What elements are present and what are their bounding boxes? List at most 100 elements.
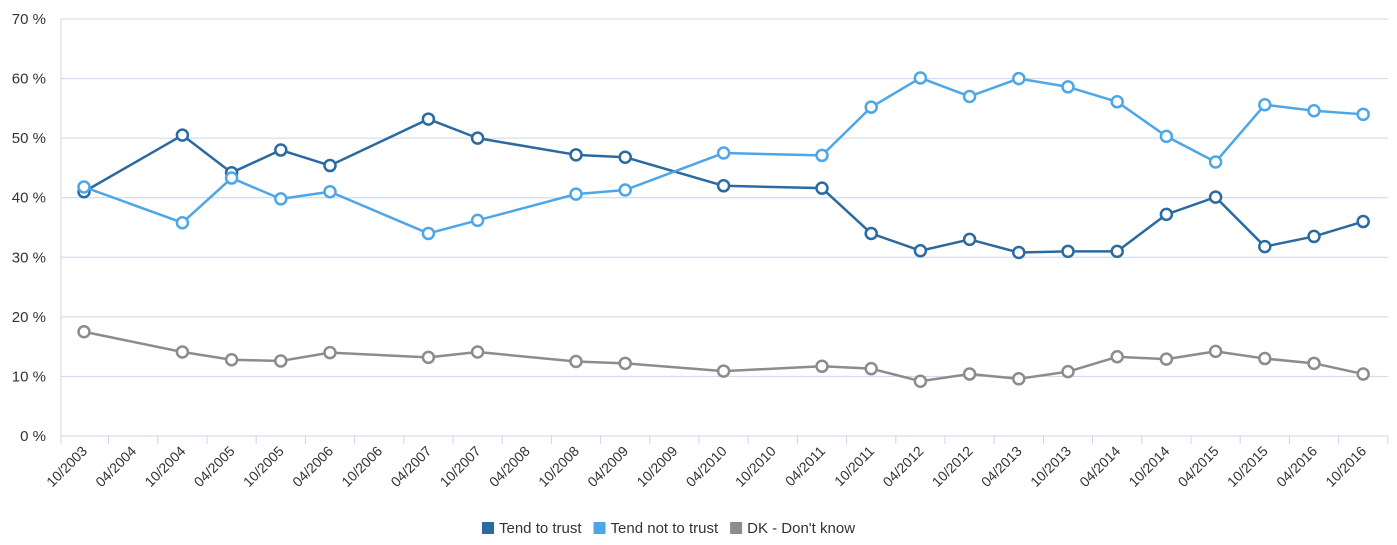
data-point[interactable] [1258, 239, 1272, 254]
data-point[interactable] [274, 143, 288, 157]
x-tick-label: 04/2004 [92, 443, 139, 490]
x-tick-label: 04/2006 [289, 443, 336, 490]
data-point[interactable] [1159, 207, 1174, 222]
data-point[interactable] [569, 354, 583, 369]
data-point[interactable] [815, 148, 829, 163]
data-point[interactable] [1307, 103, 1321, 118]
data-point[interactable] [618, 183, 632, 197]
series-2 [77, 325, 1370, 388]
legend-item-0[interactable]: Tend to trust [482, 520, 582, 537]
data-point[interactable] [175, 128, 190, 142]
x-tick-label: 10/2008 [535, 443, 582, 490]
x-tick-label: 10/2013 [1027, 443, 1074, 490]
y-tick-label: 10 % [12, 368, 46, 385]
data-point[interactable] [716, 364, 731, 378]
data-point[interactable] [274, 354, 288, 368]
data-point[interactable] [224, 171, 239, 185]
data-point[interactable] [421, 350, 436, 365]
data-point[interactable] [1208, 155, 1223, 169]
data-point[interactable] [913, 71, 928, 85]
data-point[interactable] [1061, 80, 1075, 94]
series-layer [77, 71, 1370, 388]
y-tick-label: 30 % [12, 249, 46, 266]
data-point[interactable] [716, 179, 731, 193]
y-tick-label: 70 % [12, 11, 46, 28]
data-point[interactable] [175, 345, 190, 359]
data-point[interactable] [864, 361, 878, 376]
x-tick-label: 10/2011 [831, 443, 878, 490]
data-point[interactable] [470, 131, 485, 145]
x-tick-label: 04/2015 [1175, 443, 1222, 490]
data-point[interactable] [1356, 367, 1370, 381]
data-point[interactable] [618, 150, 632, 164]
data-point[interactable] [421, 112, 436, 126]
data-point[interactable] [1012, 372, 1026, 386]
y-axis: 0 % 10 % 20 % 30 % 40 % 50 % 60 % 70 % [12, 11, 62, 445]
data-point[interactable] [1110, 244, 1124, 259]
data-point[interactable] [569, 187, 583, 201]
data-point[interactable] [1356, 107, 1370, 122]
data-point[interactable] [274, 192, 288, 206]
series-line [83, 330, 1364, 383]
series-0 [77, 112, 1370, 260]
x-tick-label: 10/2015 [1224, 443, 1271, 490]
data-point[interactable] [77, 180, 91, 194]
data-point[interactable] [716, 146, 731, 160]
data-point[interactable] [470, 213, 485, 228]
data-point[interactable] [864, 100, 878, 114]
data-point[interactable] [815, 181, 829, 195]
x-tick-label: 10/2012 [929, 443, 976, 490]
legend-label: Tend not to trust [611, 520, 719, 537]
data-point[interactable] [1061, 244, 1075, 259]
data-point[interactable] [323, 345, 337, 360]
data-point[interactable] [1208, 344, 1223, 359]
x-tick-label: 04/2009 [584, 443, 631, 490]
data-point[interactable] [1110, 95, 1124, 109]
x-tick-label: 04/2005 [191, 443, 238, 490]
legend-item-2[interactable]: DK - Don't know [730, 520, 855, 537]
data-point[interactable] [569, 148, 583, 162]
data-point[interactable] [618, 356, 632, 371]
data-point[interactable] [1307, 356, 1321, 371]
x-tick-label: 10/2007 [437, 443, 484, 490]
data-point[interactable] [77, 325, 91, 339]
data-point[interactable] [1208, 190, 1223, 204]
data-point[interactable] [1061, 364, 1075, 379]
data-point[interactable] [1258, 98, 1272, 112]
data-point[interactable] [470, 345, 485, 359]
data-point[interactable] [1012, 245, 1026, 260]
data-point[interactable] [1307, 229, 1321, 244]
x-tick-label: 04/2013 [978, 443, 1025, 490]
legend-item-1[interactable]: Tend not to trust [593, 520, 719, 537]
data-point[interactable] [1159, 352, 1174, 366]
data-point[interactable] [421, 226, 436, 241]
data-point[interactable] [913, 243, 928, 258]
data-point[interactable] [1356, 214, 1370, 229]
x-tick-label: 04/2010 [683, 443, 730, 490]
data-point[interactable] [1258, 351, 1272, 366]
x-tick-label: 10/2010 [732, 443, 779, 490]
data-point[interactable] [962, 89, 977, 104]
data-point[interactable] [962, 232, 977, 247]
data-point[interactable] [323, 185, 337, 199]
x-tick-label: 10/2005 [240, 443, 287, 490]
x-tick-label: 10/2006 [338, 443, 385, 490]
legend-swatch [593, 522, 606, 534]
data-point[interactable] [962, 367, 977, 381]
data-point[interactable] [224, 352, 239, 367]
series-line [83, 117, 1364, 254]
legend[interactable]: Tend to trust Tend not to trust DK - Don't… [482, 520, 855, 537]
data-point[interactable] [1110, 350, 1124, 364]
y-tick-label: 50 % [12, 130, 46, 147]
data-point[interactable] [1012, 71, 1026, 86]
data-point[interactable] [1159, 129, 1174, 144]
data-point[interactable] [913, 374, 928, 388]
data-point[interactable] [175, 215, 190, 230]
legend-swatch [730, 522, 743, 534]
y-tick-label: 60 % [12, 71, 46, 88]
legend-label: Tend to trust [499, 520, 582, 537]
data-point[interactable] [864, 226, 878, 241]
data-point[interactable] [323, 158, 337, 173]
data-point[interactable] [815, 359, 829, 374]
